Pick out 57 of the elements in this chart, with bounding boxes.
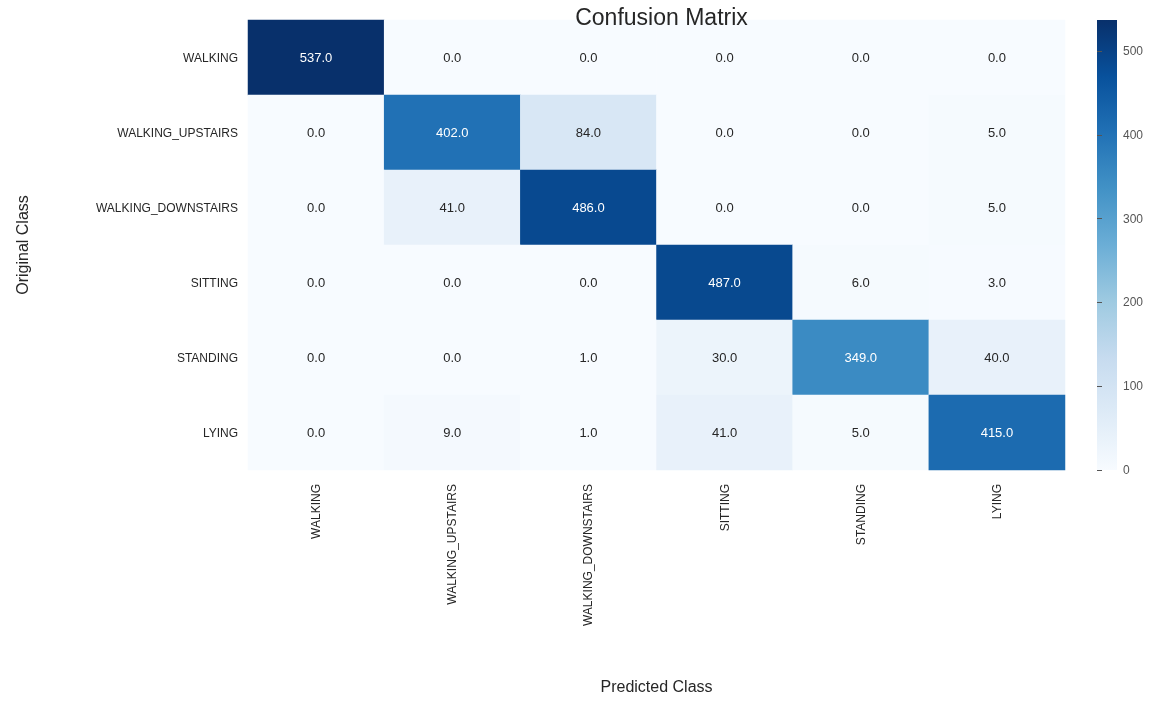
data-label: 486.0 — [572, 200, 605, 215]
color-bar-label: 500 — [1123, 44, 1144, 59]
y-axis-title: Original Class — [13, 195, 31, 295]
color-bar-label: 100 — [1123, 379, 1144, 394]
data-label: 0.0 — [443, 50, 462, 65]
chart-title: Confusion Matrix — [575, 3, 749, 30]
data-label: 84.0 — [575, 125, 602, 140]
y-tick-label: WALKING_DOWNSTAIRS — [95, 200, 238, 215]
color-bar-label: 200 — [1123, 295, 1144, 310]
data-label: 0.0 — [443, 350, 462, 365]
data-label: 0.0 — [579, 50, 598, 65]
data-label: 537.0 — [299, 50, 333, 65]
data-label: 0.0 — [307, 350, 326, 365]
data-label: 6.0 — [851, 275, 870, 290]
data-label: 0.0 — [715, 125, 734, 140]
data-label: 0.0 — [715, 50, 734, 65]
x-tick-label: SITTING — [717, 484, 732, 532]
data-label: 41.0 — [711, 425, 738, 440]
data-label: 0.0 — [851, 50, 870, 65]
color-bar-label: 0 — [1123, 463, 1130, 477]
data-label: 0.0 — [307, 200, 326, 215]
data-label: 402.0 — [435, 125, 469, 140]
data-label: 0.0 — [307, 125, 326, 140]
data-label: 349.0 — [844, 350, 878, 365]
y-tick-label: LYING — [202, 425, 238, 440]
data-label: 0.0 — [851, 125, 870, 140]
data-label: 415.0 — [980, 425, 1014, 440]
data-label: 1.0 — [579, 425, 598, 440]
x-tick-label: STANDING — [853, 484, 868, 546]
data-label: 0.0 — [851, 200, 870, 215]
x-tick-label: WALKING_DOWNSTAIRS — [581, 484, 596, 627]
data-label: 5.0 — [987, 125, 1006, 140]
color-bar-label: 400 — [1123, 127, 1144, 142]
y-tick-label: WALKING — [183, 50, 238, 65]
data-label: 5.0 — [987, 200, 1006, 215]
data-label: 9.0 — [443, 425, 462, 440]
x-tick-label: LYING — [989, 484, 1004, 520]
data-label: 0.0 — [307, 425, 326, 440]
data-label: 0.0 — [987, 50, 1006, 65]
data-label: 40.0 — [984, 350, 1010, 365]
x-tick-label: WALKING_UPSTAIRS — [445, 484, 460, 605]
x-tick-label: WALKING — [309, 484, 324, 539]
data-label: 487.0 — [708, 275, 741, 290]
data-label: 3.0 — [987, 275, 1006, 290]
y-tick-label: STANDING — [176, 350, 238, 365]
data-label: 41.0 — [439, 200, 465, 215]
data-label: 0.0 — [307, 275, 326, 290]
color-bar-label: 300 — [1123, 211, 1144, 226]
data-label: 1.0 — [579, 350, 598, 365]
data-label: 0.0 — [715, 200, 734, 215]
data-label: 0.0 — [579, 275, 598, 290]
data-label: 0.0 — [443, 275, 462, 290]
data-label: 5.0 — [851, 425, 870, 440]
x-axis-title: Predicted Class — [600, 677, 713, 695]
y-tick-label: WALKING_UPSTAIRS — [117, 125, 238, 140]
y-tick-label: SITTING — [190, 275, 238, 290]
data-label: 30.0 — [711, 350, 738, 365]
